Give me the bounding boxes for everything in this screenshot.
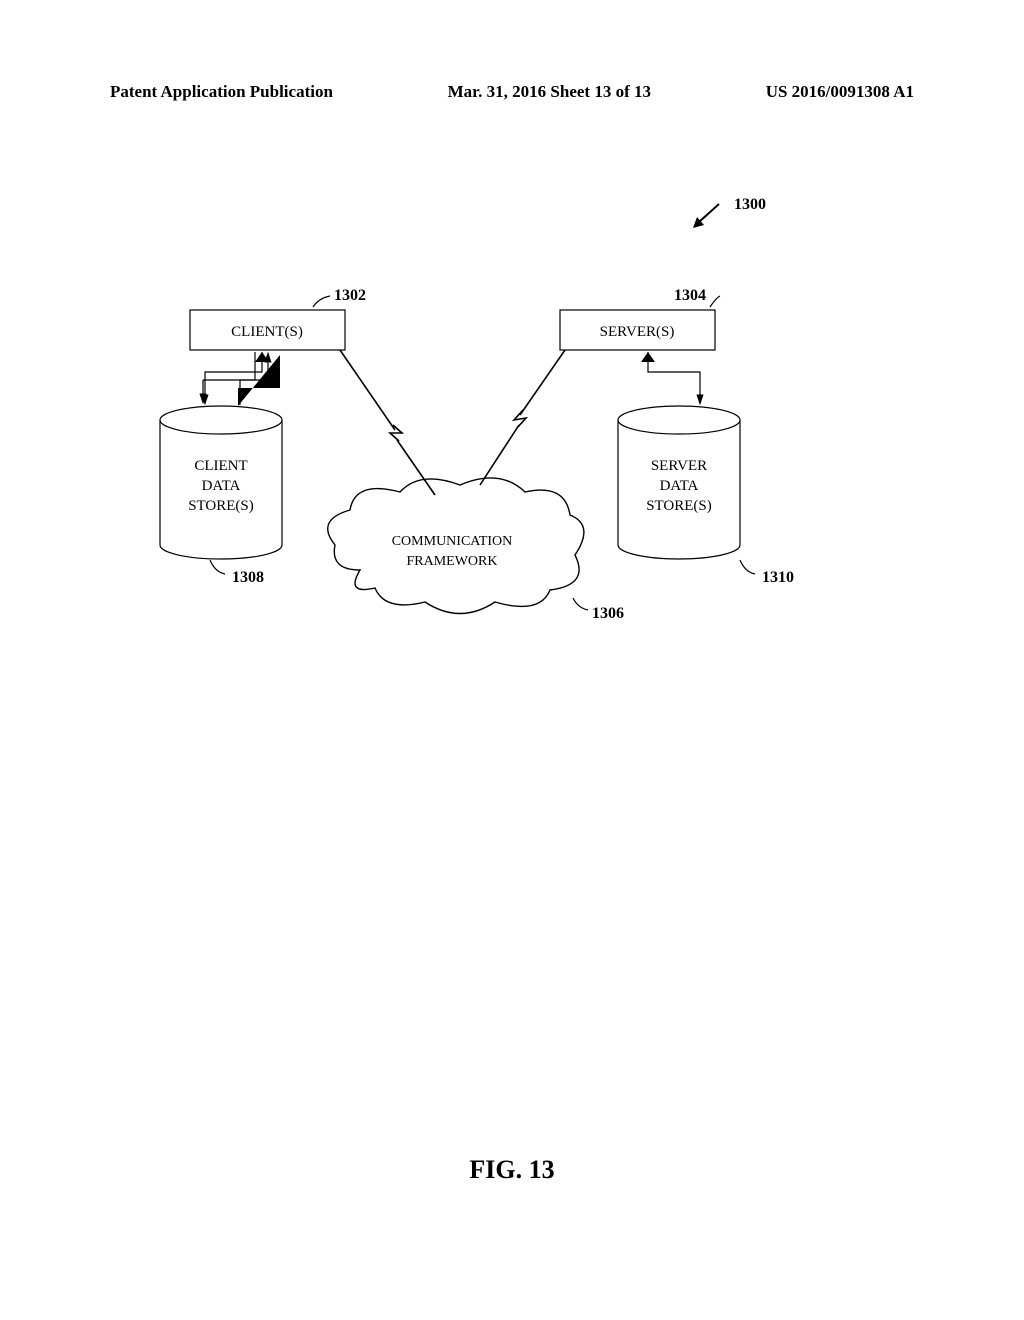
client-store-line3: STORE(S)	[188, 498, 254, 514]
ref-1306: 1306	[592, 605, 624, 622]
cloud-line2: FRAMEWORK	[406, 554, 497, 569]
ref-1302: 1302	[334, 287, 366, 304]
cloud: COMMUNICATION FRAMEWORK 1306	[328, 478, 624, 622]
figure-title: FIG. 13	[0, 1155, 1024, 1185]
edge-server-serverstore	[641, 352, 700, 404]
ref-1300: 1300	[734, 196, 766, 213]
server-store-line2: DATA	[660, 478, 699, 494]
client-store: CLIENT DATA STORE(S) 1308	[160, 406, 282, 586]
edge-client-cloud	[340, 350, 435, 495]
cloud-line1: COMMUNICATION	[392, 534, 513, 549]
edge-server-cloud	[480, 350, 565, 485]
client-store-line1: CLIENT	[194, 458, 247, 474]
figure-ref-1300: 1300	[693, 196, 766, 228]
edge-client-store2	[205, 352, 280, 406]
client-store-line2: DATA	[202, 478, 241, 494]
ref-1310: 1310	[762, 569, 794, 586]
server-label: SERVER(S)	[600, 324, 675, 340]
ref-1304: 1304	[674, 287, 706, 304]
client-box: CLIENT(S) 1302	[190, 287, 366, 350]
server-store-line3: STORE(S)	[646, 498, 712, 514]
server-box: SERVER(S) 1304	[560, 287, 720, 350]
client-label: CLIENT(S)	[231, 324, 303, 340]
server-store-line1: SERVER	[651, 458, 707, 474]
ref-1308: 1308	[232, 569, 264, 586]
diagram-svg: 1300 CLIENT(S) 1302 SERVER(S) 1304 CLIEN…	[0, 0, 1024, 1320]
server-store: SERVER DATA STORE(S) 1310	[618, 406, 794, 586]
